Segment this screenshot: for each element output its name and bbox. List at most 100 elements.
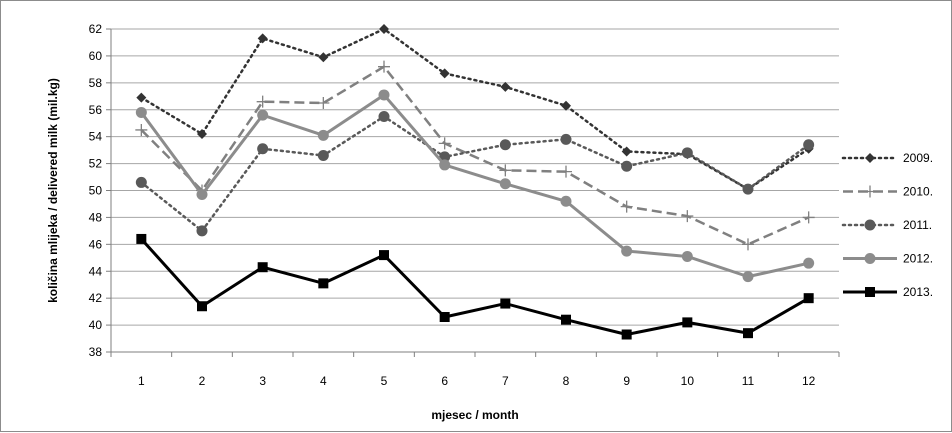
data-point bbox=[135, 176, 147, 188]
data-point bbox=[803, 293, 814, 304]
y-tick-label: 38 bbox=[89, 345, 103, 359]
data-point bbox=[257, 33, 268, 44]
x-tick-label: 5 bbox=[381, 374, 388, 388]
legend-label: 2013. bbox=[903, 285, 933, 299]
data-point bbox=[379, 24, 389, 34]
x-tick-label: 6 bbox=[441, 374, 448, 388]
data-point bbox=[439, 68, 450, 79]
data-point bbox=[379, 250, 389, 261]
data-point bbox=[500, 81, 511, 92]
y-tick-label: 52 bbox=[89, 157, 103, 171]
data-point bbox=[257, 109, 269, 121]
data-point bbox=[561, 100, 571, 111]
x-axis-title: mjesec / month bbox=[431, 408, 518, 422]
data-point bbox=[500, 298, 511, 309]
data-point bbox=[499, 139, 511, 151]
legend-marker bbox=[864, 219, 876, 231]
series-line bbox=[140, 27, 810, 191]
data-point bbox=[682, 317, 693, 328]
data-point bbox=[621, 160, 633, 172]
legend-marker bbox=[864, 253, 876, 264]
data-point bbox=[560, 195, 572, 207]
series-3 bbox=[135, 89, 815, 283]
data-point bbox=[439, 159, 451, 171]
legend-item: 2010. bbox=[843, 185, 933, 199]
legend-label: 2012. bbox=[903, 252, 933, 266]
data-point bbox=[560, 133, 572, 145]
data-point bbox=[317, 150, 329, 162]
data-point bbox=[317, 129, 329, 141]
data-point bbox=[318, 278, 329, 289]
data-point bbox=[803, 257, 815, 269]
x-tick-label: 3 bbox=[259, 374, 266, 388]
data-point bbox=[318, 52, 329, 63]
data-point bbox=[803, 139, 815, 151]
series-1 bbox=[135, 60, 815, 251]
data-point bbox=[802, 211, 815, 224]
x-tick-label: 9 bbox=[623, 374, 630, 388]
data-point bbox=[135, 123, 148, 136]
y-tick-labels: 38 40 42 44 46 48 50 52 54 56 58 60 62 bbox=[89, 22, 103, 359]
data-point bbox=[257, 143, 269, 155]
y-tick-label: 46 bbox=[89, 237, 103, 251]
data-point bbox=[438, 137, 451, 150]
data-point bbox=[439, 312, 450, 323]
data-point bbox=[742, 238, 754, 251]
y-tick-label: 56 bbox=[89, 103, 103, 117]
data-point bbox=[196, 225, 208, 237]
data-point bbox=[256, 95, 269, 108]
data-point bbox=[135, 106, 147, 118]
y-tick-label: 50 bbox=[89, 184, 103, 198]
x-tick-label: 10 bbox=[681, 374, 695, 388]
data-point bbox=[378, 89, 390, 101]
data-point bbox=[621, 146, 632, 157]
y-tick-label: 42 bbox=[89, 291, 103, 305]
x-tick-label: 12 bbox=[802, 374, 816, 388]
x-tick-label: 11 bbox=[742, 374, 755, 388]
data-point bbox=[621, 329, 632, 340]
data-point bbox=[317, 97, 330, 110]
legend-label: 2010. bbox=[903, 185, 933, 199]
series-2 bbox=[135, 110, 815, 237]
y-tick-label: 40 bbox=[89, 318, 103, 332]
data-point bbox=[197, 128, 207, 139]
data-point bbox=[561, 314, 571, 325]
data-point bbox=[621, 245, 633, 257]
data-point bbox=[560, 165, 572, 178]
data-point bbox=[681, 210, 694, 223]
data-point bbox=[743, 328, 753, 339]
y-tick-label: 60 bbox=[89, 49, 103, 63]
data-point bbox=[742, 271, 754, 283]
legend: 2009. 2010. 2011. 2012. 2013. bbox=[841, 151, 933, 299]
x-tick-label: 1 bbox=[138, 374, 145, 388]
data-point bbox=[197, 301, 207, 312]
legend-item: 2009. bbox=[841, 151, 933, 165]
series-line bbox=[140, 93, 809, 279]
data-point bbox=[499, 178, 511, 190]
data-point bbox=[196, 189, 208, 201]
data-point bbox=[136, 92, 147, 103]
axes bbox=[106, 28, 840, 357]
data-point bbox=[681, 250, 693, 262]
data-point bbox=[499, 164, 512, 177]
y-axis-title: količina mlijeka / delivered milk (mil.k… bbox=[46, 78, 60, 303]
series-4 bbox=[136, 233, 814, 340]
x-tick-label: 4 bbox=[320, 374, 327, 388]
legend-marker bbox=[865, 153, 875, 163]
x-tick-label: 2 bbox=[199, 374, 206, 388]
legend-marker bbox=[864, 185, 876, 198]
x-tick-label: 8 bbox=[563, 374, 570, 388]
legend-item: 2011. bbox=[841, 218, 932, 232]
x-tick-label: 7 bbox=[502, 374, 509, 388]
data-point bbox=[681, 147, 693, 159]
legend-marker bbox=[865, 287, 875, 297]
series-line bbox=[140, 115, 810, 233]
legend-label: 2011. bbox=[903, 218, 932, 232]
y-tick-label: 58 bbox=[89, 76, 103, 90]
y-tick-label: 48 bbox=[89, 210, 103, 224]
series-line bbox=[140, 65, 810, 246]
data-point bbox=[378, 60, 390, 73]
series-group bbox=[135, 24, 815, 340]
